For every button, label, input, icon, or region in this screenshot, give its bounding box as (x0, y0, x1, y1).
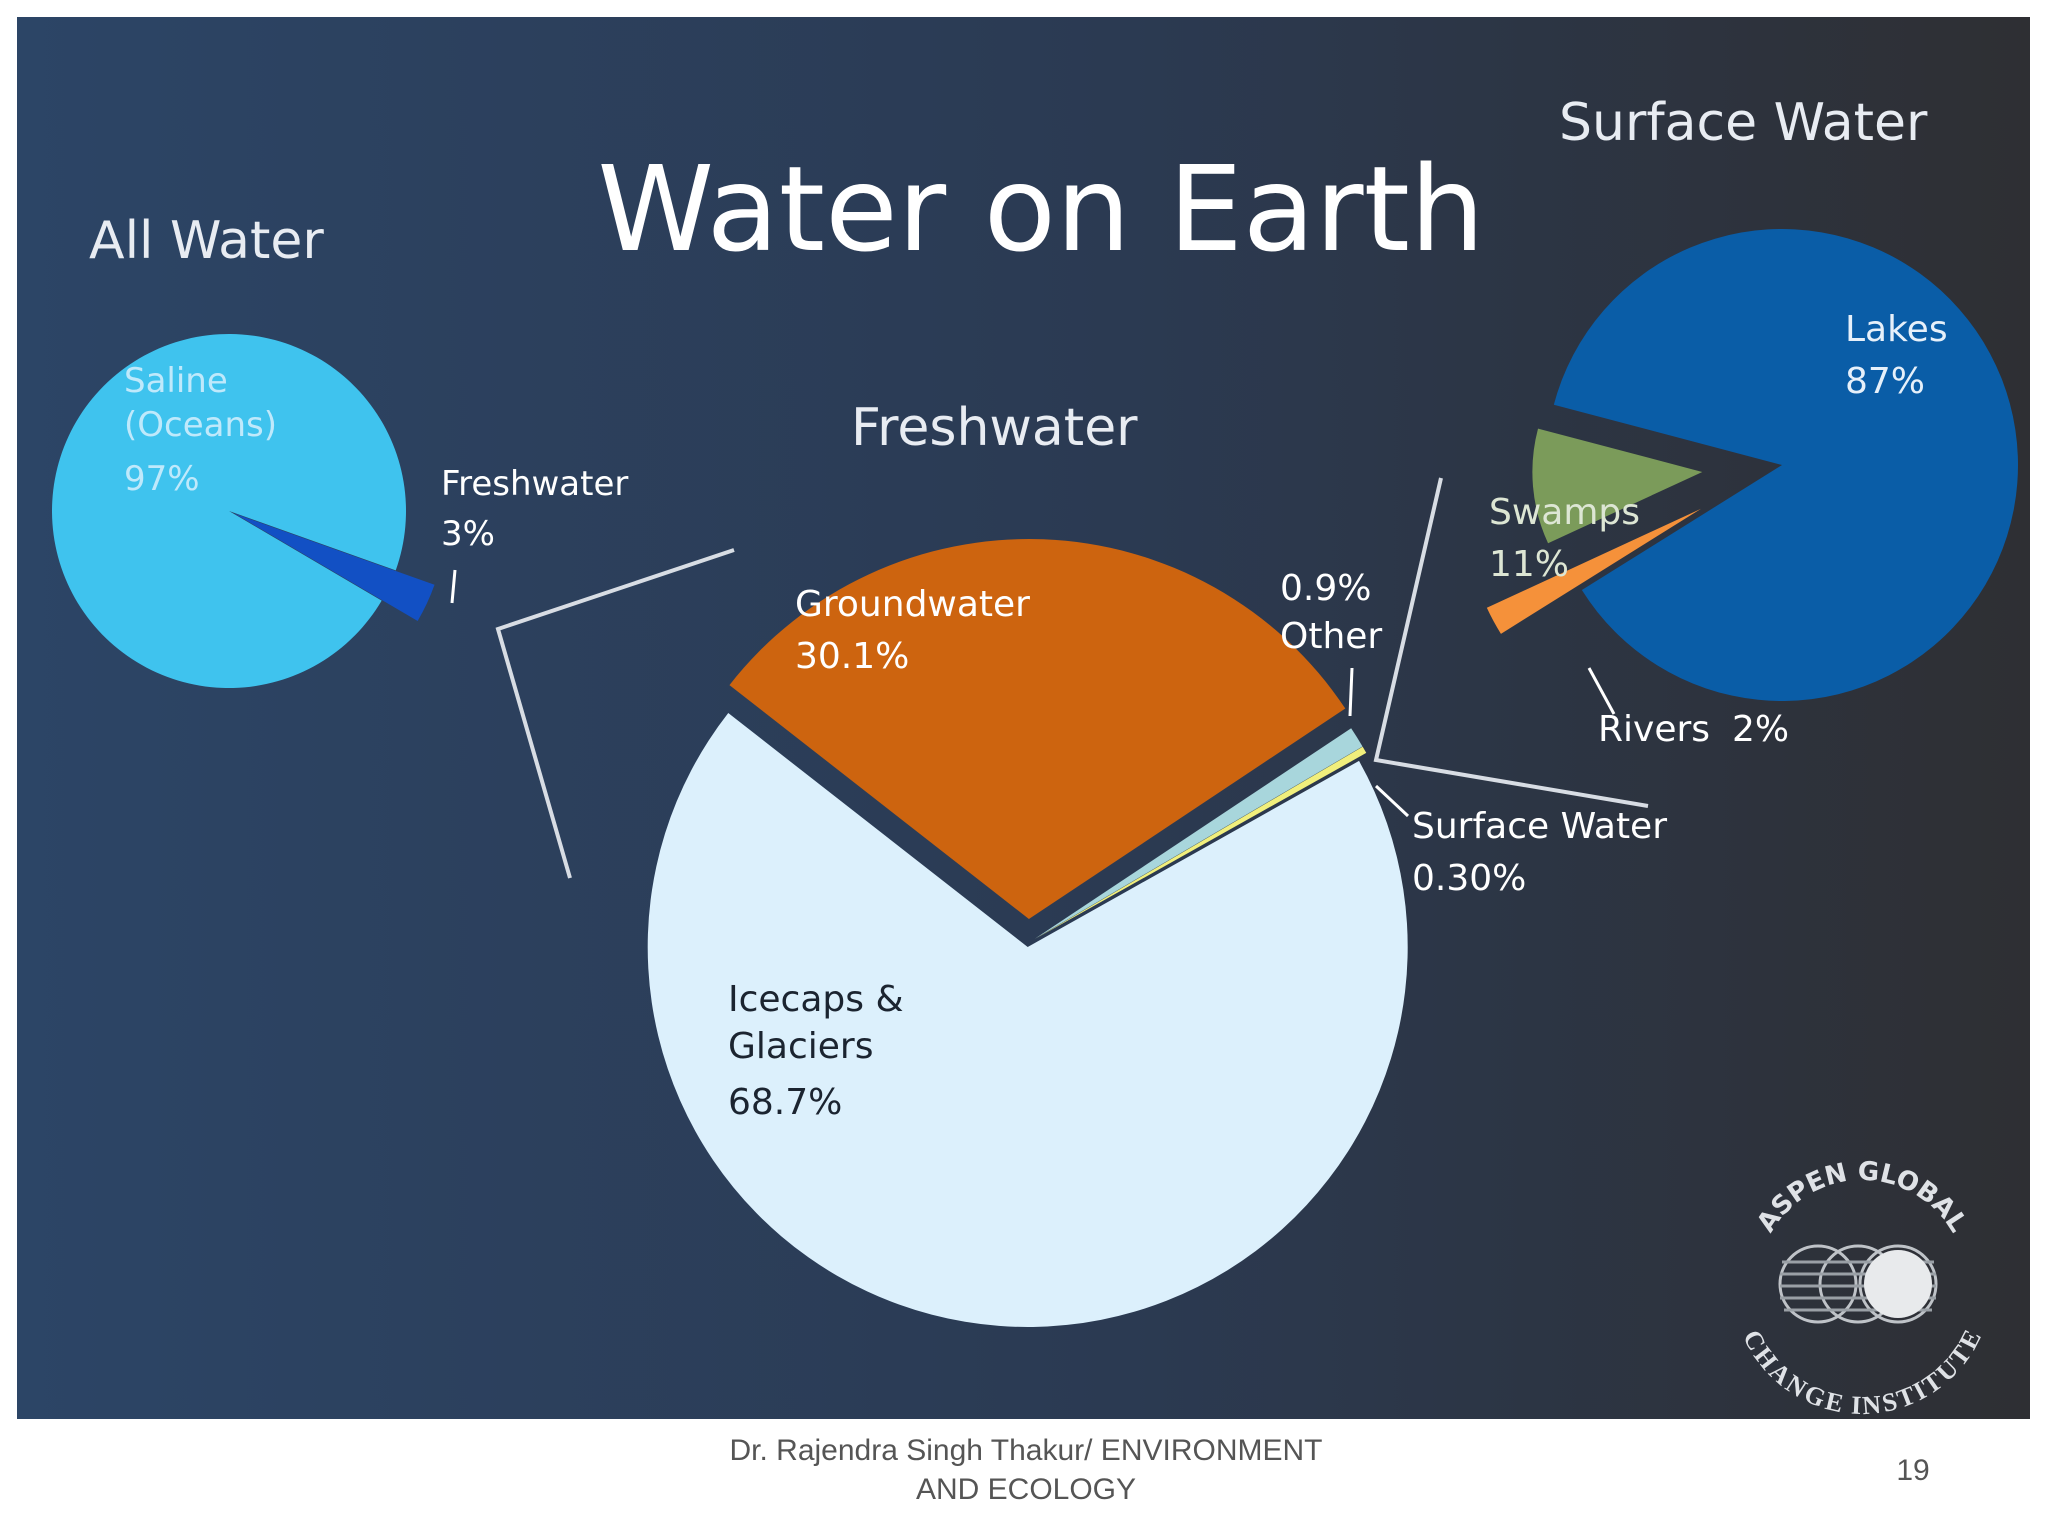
pie-slice (1486, 508, 1702, 634)
text-line: Saline (124, 361, 228, 401)
pie-slice (729, 539, 1346, 920)
pie-slice (647, 713, 1408, 1327)
text-line: Glaciers (728, 1026, 873, 1067)
text-line: Icecaps & (728, 979, 904, 1020)
slice-label: Icecaps & Glaciers (728, 979, 904, 1067)
page-number: 19 (1896, 1454, 1929, 1487)
slice-label: Other (1280, 616, 1382, 657)
slice-label: Groundwater (795, 584, 1030, 625)
leader-line (450, 569, 457, 604)
slice-label: Lakes (1845, 309, 1948, 350)
pie-slice (1034, 746, 1367, 940)
pie-slice (51, 334, 406, 688)
connector-line (1373, 477, 1649, 808)
leader-line (1348, 667, 1354, 717)
slice-value: 30.1% (795, 636, 909, 677)
slice-value: 87% (1845, 361, 1925, 402)
text-line: (Oceans) (124, 405, 277, 445)
pie-slice (1553, 229, 2018, 702)
slice-label: Rivers (1598, 709, 1710, 750)
main-title: Water on Earth (597, 140, 1484, 278)
slice-label: Swamps (1489, 492, 1640, 533)
pie-slice (1532, 428, 1703, 544)
leader-line (1374, 784, 1410, 818)
connectors (495, 477, 1649, 879)
chart-title: All Water (89, 211, 324, 271)
slice-value: 2% (1732, 709, 1789, 750)
pie-slice (234, 513, 435, 622)
slice-value: 68.7% (728, 1082, 842, 1123)
slice-label: Freshwater (441, 464, 628, 504)
leader-line (1587, 667, 1616, 715)
slice-value: 0.30% (1412, 858, 1526, 899)
footer-author: Dr. Rajendra Singh Thakur/ ENVIRONMENT AN… (730, 1434, 1323, 1506)
pie-slice (1034, 728, 1363, 939)
chart-title: Surface Water (1559, 93, 1928, 153)
slice-label: Surface Water (1412, 806, 1667, 847)
text-line: Dr. Rajendra Singh Thakur/ ENVIRONMENT (730, 1434, 1323, 1467)
connector-line (495, 548, 735, 879)
slice-value: 3% (441, 514, 495, 554)
chart-title: Freshwater (851, 398, 1138, 458)
text-line: AND ECOLOGY (916, 1473, 1136, 1506)
slice-value: 97% (124, 459, 200, 499)
slice-label: Saline (Oceans) (124, 361, 277, 445)
slice-value: 0.9% (1280, 568, 1371, 609)
slice-value: 11% (1489, 544, 1569, 585)
